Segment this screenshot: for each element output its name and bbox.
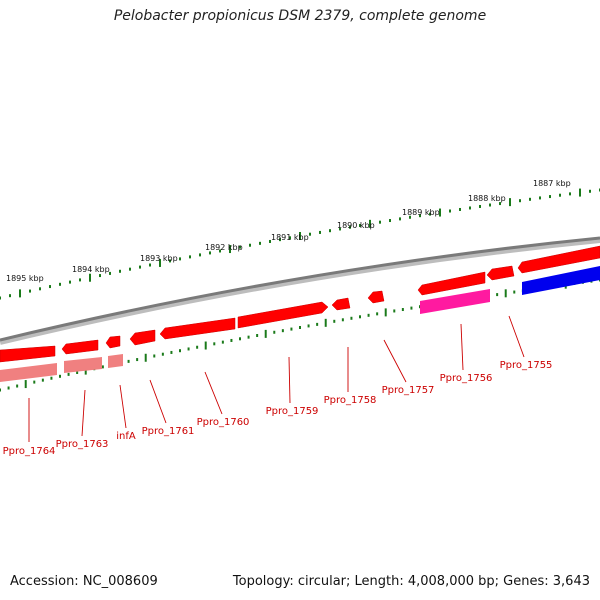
faded-block-infa[interactable] bbox=[108, 354, 123, 368]
map-title: Pelobacter propionicus DSM 2379, complet… bbox=[113, 8, 487, 24]
gene-arrow-ppro-1760[interactable] bbox=[159, 317, 236, 340]
kbp-ruler: 1895 kbp 1894 kbp 1893 kbp 1892 kbp 1891 kbp… bbox=[0, 179, 600, 300]
gene-label[interactable]: Ppro_1759 bbox=[266, 406, 319, 417]
gene-arrow-ppro-1763[interactable] bbox=[61, 339, 99, 355]
gene-leader-line bbox=[204, 371, 223, 415]
gene-leader-line bbox=[149, 379, 167, 424]
gene-arrow-ppro-1758[interactable] bbox=[331, 297, 351, 311]
faded-block-left[interactable] bbox=[0, 363, 57, 382]
kbp-tick-label: 1888 kbp bbox=[468, 194, 506, 203]
summary-text: Topology: circular; Length: 4,008,000 bp… bbox=[232, 574, 590, 589]
gene-arrow-right-edge[interactable] bbox=[517, 245, 600, 274]
gene-arrow-ppro-1759[interactable] bbox=[237, 301, 329, 329]
kbp-tick-label: 1893 kbp bbox=[140, 254, 178, 263]
kbp-tick-label: 1894 kbp bbox=[72, 265, 110, 274]
forward-strand-genes[interactable] bbox=[0, 245, 600, 363]
gene-leader-line bbox=[81, 389, 86, 437]
accession-text: Accession: NC_008609 bbox=[10, 574, 158, 589]
gene-label[interactable]: Ppro_1760 bbox=[197, 417, 250, 428]
gene-label[interactable]: Ppro_1757 bbox=[382, 385, 435, 396]
gene-arrow-ppro-1764[interactable] bbox=[0, 345, 56, 363]
gene-label[interactable]: Ppro_1761 bbox=[142, 426, 195, 437]
kbp-tick-label: 1889 kbp bbox=[402, 208, 440, 217]
gene-leader-line bbox=[119, 384, 127, 429]
gene-leader-line bbox=[508, 315, 525, 358]
gene-label[interactable]: Ppro_1755 bbox=[500, 360, 553, 371]
gene-leader-line bbox=[460, 323, 464, 371]
blue-gene-block[interactable] bbox=[522, 266, 600, 295]
gene-label[interactable]: infA bbox=[116, 431, 136, 442]
gene-label[interactable]: Ppro_1763 bbox=[56, 439, 109, 450]
gene-arrow-infa[interactable] bbox=[105, 335, 121, 349]
kbp-tick-label: 1895 kbp bbox=[6, 274, 44, 283]
gene-leader-line bbox=[288, 356, 291, 404]
gene-label[interactable]: Ppro_1756 bbox=[440, 373, 493, 384]
kbp-tick-label: 1890 kbp bbox=[337, 221, 375, 230]
kbp-tick-label: 1892 kbp bbox=[205, 243, 243, 252]
gene-label[interactable]: Ppro_1758 bbox=[324, 395, 377, 406]
chromosome-backbone bbox=[0, 236, 600, 345]
gene-arrow-ppro-1756-top[interactable] bbox=[417, 271, 486, 296]
lower-feature-row[interactable] bbox=[0, 266, 600, 382]
gene-arrow-ppro-1761[interactable] bbox=[129, 329, 156, 346]
gene-leader-line bbox=[383, 339, 407, 383]
faded-block-mid[interactable] bbox=[64, 357, 102, 373]
kbp-tick-label: 1887 kbp bbox=[533, 179, 571, 188]
gene-arrow-ppro-1757[interactable] bbox=[367, 290, 385, 304]
kbp-tick-label: 1891 kbp bbox=[271, 233, 309, 242]
gene-label[interactable]: Ppro_1764 bbox=[3, 446, 56, 457]
inner-tick-ring bbox=[0, 278, 600, 392]
gene-arrow-ppro-1755[interactable] bbox=[486, 265, 515, 281]
magenta-gene-block[interactable] bbox=[420, 289, 490, 314]
